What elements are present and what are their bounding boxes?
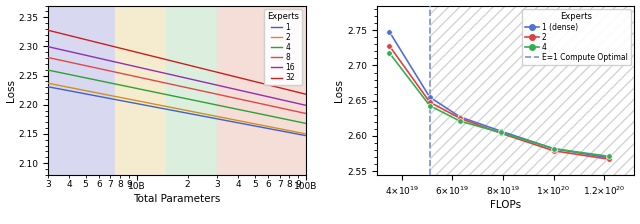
Bar: [48, 6, 115, 175]
Legend: 1 (dense), 2, 4, E=1 Compute Optimal: 1 (dense), 2, 4, E=1 Compute Optimal: [522, 9, 630, 65]
Y-axis label: Loss: Loss: [334, 79, 344, 102]
Bar: [429, 6, 640, 175]
X-axis label: FLOPs: FLOPs: [490, 200, 521, 210]
Bar: [115, 6, 166, 175]
Y-axis label: Loss: Loss: [6, 79, 15, 102]
Bar: [218, 6, 306, 175]
Bar: [166, 6, 218, 175]
Legend: 1, 2, 4, 8, 16, 32: 1, 2, 4, 8, 16, 32: [264, 9, 302, 85]
X-axis label: Total Parameters: Total Parameters: [133, 194, 221, 204]
